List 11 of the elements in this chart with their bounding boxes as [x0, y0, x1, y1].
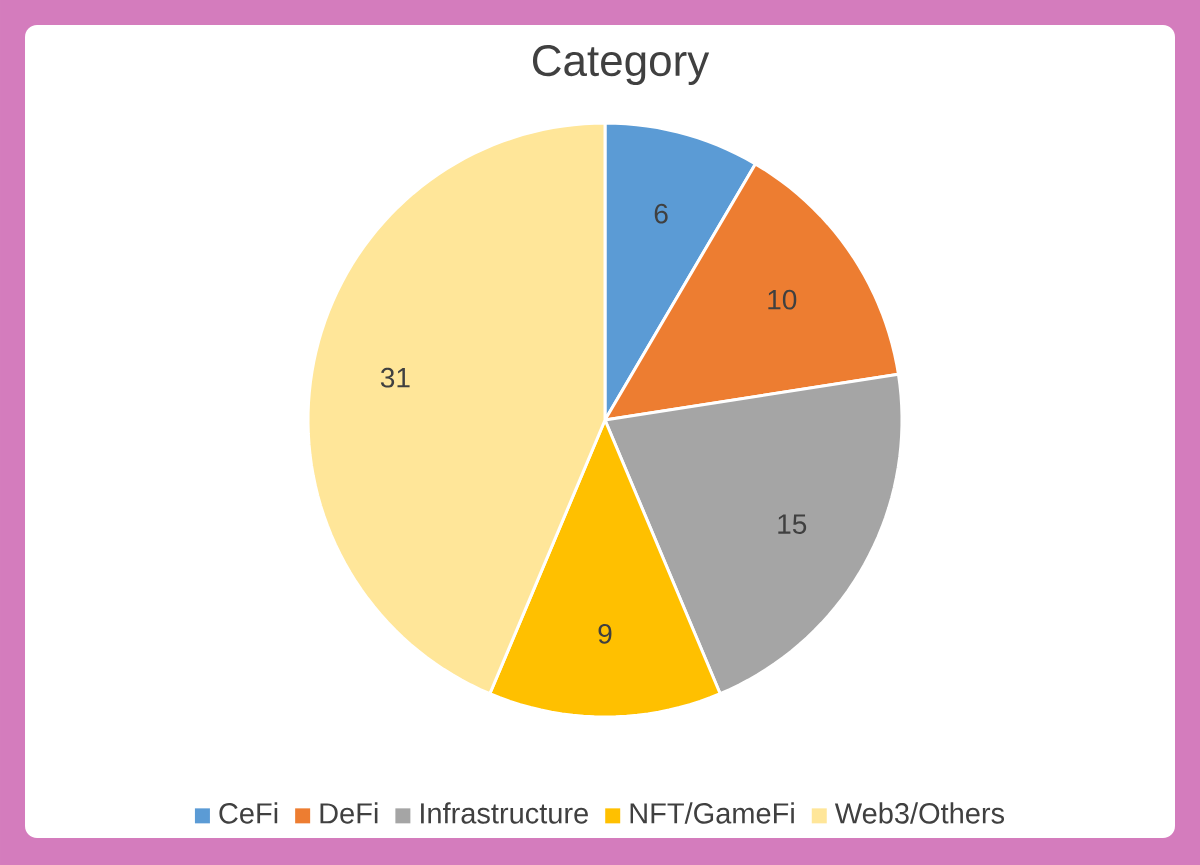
legend-label: DeFi	[320, 802, 378, 824]
data-label: 15	[778, 514, 807, 534]
legend-label: Infrastructure	[421, 802, 588, 824]
data-label: 10	[768, 289, 797, 310]
legend-label: NFT/GameFi	[630, 802, 794, 824]
chart-title: Category	[532, 45, 710, 85]
data-label: 9	[598, 623, 612, 644]
data-label: 6	[654, 203, 668, 224]
legend-label: Web3/Others	[834, 802, 1005, 824]
data-label: 31	[380, 367, 410, 388]
legend-label: CeFi	[219, 802, 278, 824]
